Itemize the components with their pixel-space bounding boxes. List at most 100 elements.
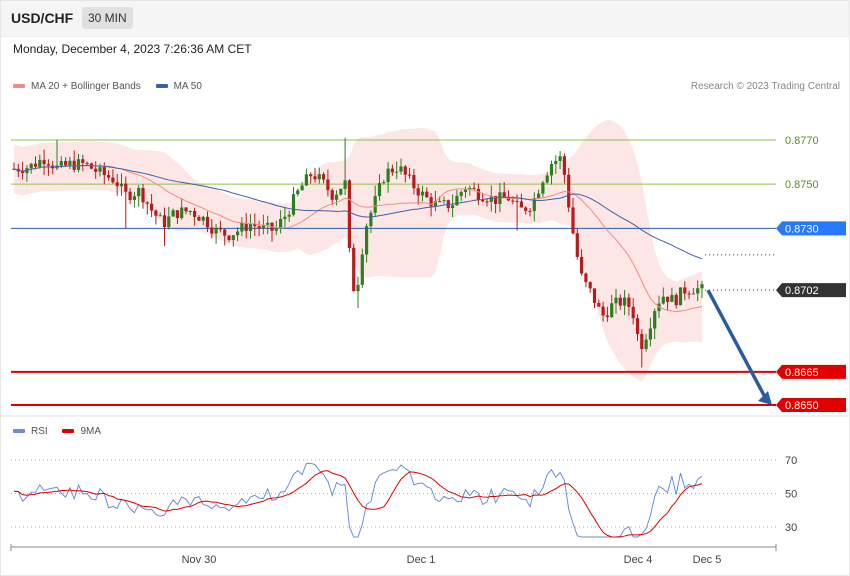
ma50-line	[13, 164, 703, 260]
forecast-arrow-head	[758, 391, 772, 405]
bear-candle	[601, 306, 605, 316]
bear-candle	[584, 273, 588, 283]
rsi-ma-legend-label: 9MA	[80, 426, 102, 437]
bear-candle	[193, 210, 197, 217]
bull-candle	[201, 216, 205, 221]
price-label-tag	[776, 364, 846, 379]
bull-candle	[343, 180, 347, 189]
bear-candle	[227, 235, 231, 241]
price-label-0.8750: 0.8750	[785, 179, 819, 191]
bear-candle	[506, 197, 511, 201]
bull-candle	[537, 193, 541, 199]
bear-candle	[683, 287, 687, 294]
bull-candle	[300, 185, 304, 191]
bear-candle	[223, 229, 227, 236]
bull-candle	[420, 191, 425, 196]
bear-candle	[124, 183, 128, 192]
symbol-title: USD/CHF	[11, 10, 74, 26]
bull-candle	[451, 205, 455, 209]
price-label-tag	[776, 398, 846, 412]
bear-candle	[571, 207, 575, 234]
bull-candle	[653, 311, 657, 329]
bull-candle	[279, 218, 283, 228]
bear-candle	[322, 174, 326, 180]
rsi-tick-70: 70	[785, 455, 797, 467]
price-legend: MA 20 + Bollinger Bands MA 50	[13, 81, 202, 92]
bull-candle	[334, 194, 339, 200]
bear-candle	[94, 168, 98, 172]
bull-candle	[98, 167, 102, 172]
bear-candle	[674, 294, 678, 306]
ma50-swatch	[155, 84, 168, 89]
rsi-tick-50: 50	[785, 489, 797, 501]
bull-candle	[360, 254, 364, 285]
chart-datetime: Monday, December 4, 2023 7:26:36 AM CET	[13, 42, 252, 56]
price-label-0.8730: 0.8730	[785, 223, 819, 235]
chart-header: USD/CHF 30 MIN	[0, 0, 850, 37]
bear-candle	[485, 201, 489, 203]
bull-candle	[442, 200, 446, 202]
bear-candle	[102, 167, 106, 176]
bull-candle	[188, 210, 192, 212]
bear-candle	[352, 247, 356, 292]
bull-candle	[68, 160, 72, 166]
bear-candle	[115, 182, 119, 187]
bear-candle	[481, 199, 485, 202]
bull-candle	[236, 231, 240, 236]
bull-candle	[29, 163, 33, 169]
bull-candle	[304, 174, 308, 186]
bear-candle	[309, 174, 313, 177]
rsi-tick-30: 30	[785, 522, 797, 534]
bull-candle	[137, 188, 141, 197]
bull-candle	[365, 226, 369, 255]
bull-candle	[373, 196, 377, 213]
bear-candle	[326, 179, 330, 191]
bull-candle	[399, 166, 403, 172]
bull-candle	[339, 188, 343, 195]
bull-candle	[433, 201, 437, 207]
bull-candle	[317, 174, 321, 180]
bull-candle	[76, 159, 81, 170]
bull-candle	[158, 215, 162, 217]
bull-candle	[614, 297, 618, 304]
bull-candle	[554, 160, 558, 165]
time-axis: Nov 30 Dec 1 Dec 4 Dec 5	[10, 544, 777, 566]
bear-candle	[597, 302, 601, 307]
bull-candle	[167, 216, 171, 228]
bear-candle	[438, 201, 442, 203]
bear-candle	[111, 177, 115, 183]
research-credit: Research © 2023 Trading Central	[690, 81, 840, 92]
bull-candle	[549, 164, 554, 176]
bear-candle	[154, 210, 158, 216]
bull-candle	[274, 227, 278, 231]
bull-candle	[691, 293, 695, 295]
price-label-tag	[776, 283, 846, 298]
bear-candle	[476, 188, 480, 200]
bear-candle	[390, 168, 394, 173]
price-label-tag	[776, 221, 846, 236]
bull-candle	[287, 214, 291, 217]
candles	[12, 137, 704, 368]
bull-candle	[648, 328, 652, 340]
bear-candle	[635, 318, 640, 334]
bear-candle	[257, 226, 261, 229]
bull-candle	[670, 294, 674, 302]
bull-candle	[266, 222, 270, 225]
bear-candle	[575, 233, 579, 257]
bull-candle	[558, 156, 562, 161]
bull-candle	[623, 297, 627, 306]
rsi-swatch	[13, 429, 25, 434]
bull-candle	[644, 339, 648, 350]
bull-candle	[369, 212, 373, 227]
price-levels	[11, 139, 776, 406]
bull-candle	[132, 196, 136, 201]
time-label: Dec 4	[624, 554, 653, 566]
forecast-arrow	[706, 289, 772, 405]
bear-candle	[42, 159, 46, 165]
timeframe-badge[interactable]: 30 MIN	[82, 7, 133, 29]
bear-candle	[416, 188, 420, 196]
bull-candle	[700, 284, 704, 289]
rsi-legend-label: RSI	[31, 426, 48, 437]
ma20-swatch	[13, 84, 25, 89]
bull-candle	[291, 194, 296, 215]
